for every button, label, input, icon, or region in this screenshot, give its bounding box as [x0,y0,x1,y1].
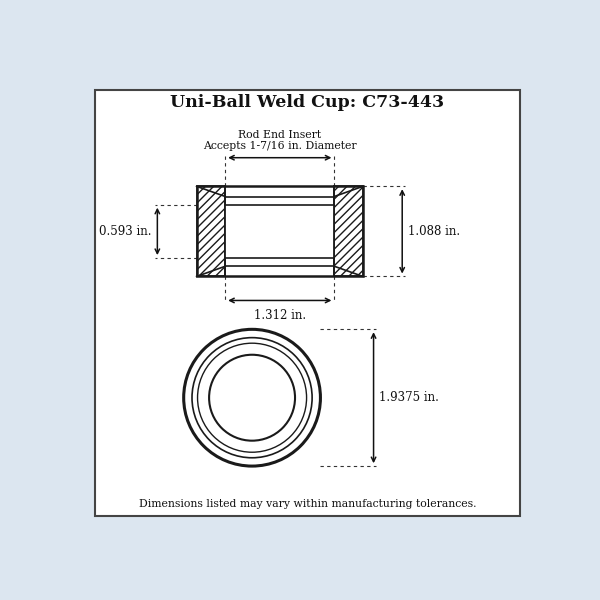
Text: 0.593 in.: 0.593 in. [100,225,152,238]
Bar [334,187,363,277]
Bar [197,187,225,277]
Text: Accepts 1-7/16 in. Diameter: Accepts 1-7/16 in. Diameter [203,141,356,151]
Text: 1.312 in.: 1.312 in. [254,309,306,322]
Text: 1.088 in.: 1.088 in. [408,225,460,238]
Text: 1.9375 in.: 1.9375 in. [379,391,439,404]
Text: Uni-Ball Weld Cup: C73-443: Uni-Ball Weld Cup: C73-443 [170,94,445,110]
Text: Dimensions listed may vary within manufacturing tolerances.: Dimensions listed may vary within manufa… [139,499,476,509]
Text: Rod End Insert: Rod End Insert [238,130,322,140]
Bar [197,187,225,277]
Bar [197,187,363,277]
Bar [334,187,363,277]
Bar [225,205,334,258]
